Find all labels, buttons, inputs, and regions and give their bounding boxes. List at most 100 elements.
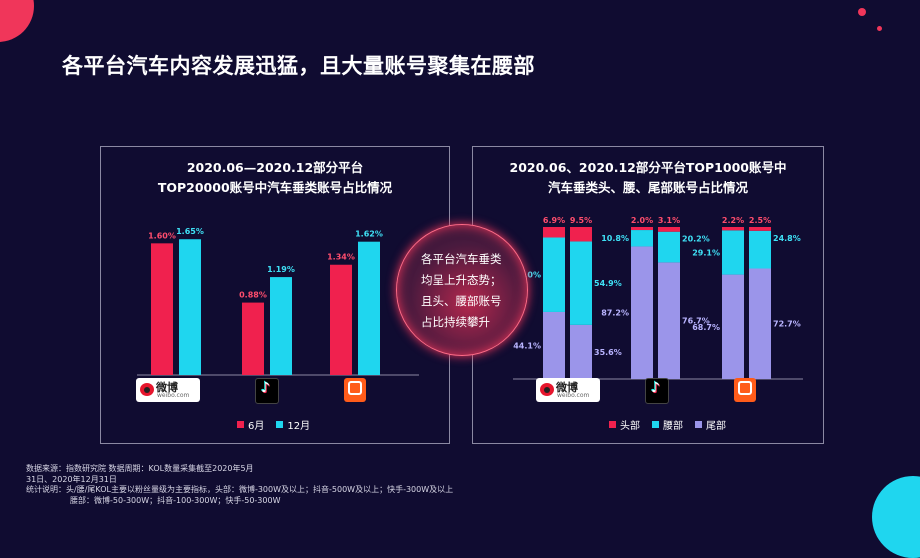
legend-swatch-head (609, 421, 616, 428)
legend-swatch-tail (695, 421, 702, 428)
data-label: 1.34% (327, 253, 355, 262)
kuaishou-icon (348, 381, 362, 395)
legend-item-dec: 12月 (276, 417, 310, 432)
data-label: 72.7% (773, 320, 801, 329)
decor-circle-top-left (0, 0, 34, 42)
data-label: 76.7% (682, 317, 710, 326)
legend-item-waist: 腰部 (652, 417, 683, 432)
footnote-definition: 统计说明：头/腰/尾KOL主要以粉丝量级为主要指标，头部：微博-300W及以上；… (26, 485, 454, 494)
bar-dec (270, 277, 292, 375)
data-label: 2.5% (749, 216, 771, 225)
data-label: 6.9% (543, 216, 565, 225)
data-label: 24.8% (773, 234, 801, 243)
douyin-logo-right: ♪ (645, 378, 669, 404)
kuaishou-logo-left (344, 378, 366, 402)
data-label: 3.1% (658, 216, 680, 225)
bar-segment-tail (658, 262, 680, 379)
chart-title-line-2: TOP20000账号中汽车垂类账号占比情况 (157, 180, 393, 195)
bar-dec (358, 241, 380, 375)
bar-segment-waist (658, 231, 680, 263)
data-label: 29.1% (692, 248, 720, 257)
legend-label-dec: 12月 (287, 421, 311, 432)
legend-item-tail: 尾部 (695, 417, 726, 432)
legend-swatch-waist (652, 421, 659, 428)
weibo-icon (540, 383, 554, 396)
bar-segment-tail (631, 246, 653, 379)
kuaishou-icon (738, 381, 752, 395)
legend-label-waist: 腰部 (663, 421, 683, 432)
data-label: 2.0% (631, 216, 653, 225)
bar-segment-waist (749, 230, 771, 269)
data-label: 35.6% (594, 348, 622, 357)
summary-line: 占比持续攀升 (421, 315, 490, 329)
chart-panel-left: 2020.06—2020.12部分平台 TOP20000账号中汽车垂类账号占比情… (100, 146, 450, 444)
legend-swatch-jun (237, 421, 244, 428)
data-label: 20.2% (682, 235, 710, 244)
footnote-definition-waist: 腰部：微博-50-300W；抖音-100-300W；快手-50-300W (70, 495, 281, 505)
data-label: 1.60% (148, 231, 176, 240)
douyin-icon: ♪ (651, 380, 660, 396)
summary-line: 均呈上升态势； (421, 273, 502, 287)
douyin-icon: ♪ (261, 380, 270, 396)
bar-jun (242, 302, 264, 375)
bar-segment-waist (631, 230, 653, 247)
data-label: 1.65% (176, 227, 204, 236)
summary-line: 且头、腰部账号 (421, 294, 502, 308)
weibo-icon (140, 383, 154, 396)
summary-line: 各平台汽车垂类 (421, 252, 502, 266)
decor-dot (877, 26, 882, 31)
kuaishou-logo-right (734, 378, 756, 402)
bar-segment-tail (722, 274, 744, 379)
data-label: 44.1% (513, 341, 541, 350)
decor-circle-bottom-right (872, 476, 920, 558)
bar-segment-waist (570, 241, 592, 325)
stacked-bar-chart-right: 44.1%49.0%6.9%35.6%54.9%9.5%87.2%10.8%2.… (513, 216, 803, 380)
bar-segment-waist (543, 237, 565, 312)
bar-segment-head (749, 227, 771, 231)
bar-jun (330, 264, 352, 375)
bar-segment-head (570, 227, 592, 242)
data-label: 87.2% (601, 309, 629, 318)
weibo-logo-left: 微博 weibo.com (136, 378, 200, 402)
chart-panel-right: 2020.06、2020.12部分平台TOP1000账号中 汽车垂类头、腰、尾部… (472, 146, 824, 444)
chart-title-line-1: 2020.06、2020.12部分平台TOP1000账号中 (509, 160, 787, 175)
data-label: 1.62% (355, 230, 383, 239)
data-label: 9.5% (570, 216, 592, 225)
bar-dec (179, 239, 201, 375)
bar-segment-head (722, 227, 744, 231)
summary-callout: 各平台汽车垂类 均呈上升态势； 且头、腰部账号 占比持续攀升 (396, 224, 528, 356)
legend-left: 6月 12月 (237, 417, 310, 432)
bar-segment-tail (570, 324, 592, 379)
data-label: 49.0% (513, 271, 541, 280)
footnote-period: 31日、2020年12月31日 (26, 474, 117, 484)
legend-label-jun: 6月 (248, 421, 265, 432)
data-label: 2.2% (722, 216, 744, 225)
data-label: 10.8% (601, 234, 629, 243)
page-title: 各平台汽车内容发展迅猛，且大量账号聚集在腰部 (62, 54, 535, 78)
legend-item-jun: 6月 (237, 417, 264, 432)
bar-segment-head (543, 227, 565, 238)
weibo-logo-text: 微博 (556, 381, 578, 394)
legend-right: 头部 腰部 尾部 (609, 417, 726, 432)
bar-segment-head (658, 227, 680, 232)
summary-text: 各平台汽车垂类 均呈上升态势； 且头、腰部账号 占比持续攀升 (421, 249, 511, 333)
data-label: 1.19% (267, 265, 295, 274)
footnote-source: 数据来源：指数研究院 数据周期：KOL数量采集截至2020年5月 (26, 464, 254, 473)
legend-label-head: 头部 (620, 421, 640, 432)
legend-label-tail: 尾部 (706, 421, 726, 432)
legend-item-head: 头部 (609, 417, 640, 432)
bar-segment-tail (749, 268, 771, 379)
bar-segment-tail (543, 311, 565, 379)
chart-title-line-2: 汽车垂类头、腰、尾部账号占比情况 (547, 180, 748, 195)
data-label: 68.7% (692, 323, 720, 332)
bar-segment-head (631, 227, 653, 231)
footnote: 数据来源：指数研究院 数据周期：KOL数量采集截至2020年5月 31日、202… (26, 464, 453, 506)
chart-title-line-1: 2020.06—2020.12部分平台 (186, 160, 364, 175)
bar-chart-left: 1.60% 1.65% 0.88% 1.19% 1.34% 1.62% (137, 227, 419, 376)
weibo-logo-right: 微博 weibo.com (536, 378, 600, 402)
legend-swatch-dec (276, 421, 284, 428)
data-label: 0.88% (239, 291, 267, 300)
weibo-logo-subtext: weibo.com (557, 392, 590, 399)
douyin-logo-left: ♪ (255, 378, 279, 404)
weibo-logo-text: 微博 (156, 381, 178, 394)
